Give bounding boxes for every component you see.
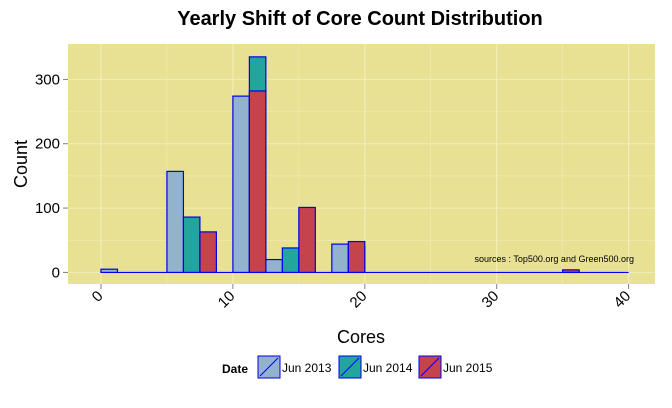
- bars: [100, 56, 580, 274]
- source-annotation: sources : Top500.org and Green500.org: [475, 254, 634, 264]
- legend-label: Jun 2014: [363, 361, 413, 375]
- x-tick-label: 30: [479, 288, 503, 312]
- x-tick-label: 10: [215, 288, 239, 312]
- bar-series-1: [265, 258, 283, 274]
- x-tick-label: 40: [610, 288, 634, 312]
- y-tick-label: 100: [35, 200, 60, 217]
- bar-series-3: [298, 206, 316, 274]
- legend-key-slash: [420, 357, 440, 377]
- bar-series-2: [281, 247, 300, 274]
- x-axis: 0 10 20 30 40: [89, 284, 634, 312]
- legend-label: Jun 2015: [443, 361, 493, 375]
- bar-series-3: [562, 269, 580, 274]
- bar-series-3: [199, 231, 217, 274]
- legend-key-slash: [259, 357, 279, 377]
- bar-series-1: [100, 268, 119, 274]
- legend-label: Jun 2013: [282, 361, 332, 375]
- y-tick-label: 300: [35, 71, 60, 88]
- bar-series-3: [347, 240, 366, 274]
- legend: Date Jun 2013 Jun 2014 Jun 2015: [222, 355, 493, 379]
- bar-series-1: [232, 95, 250, 274]
- bar-series-1: [331, 243, 349, 274]
- y-axis-title: Count: [11, 140, 31, 188]
- x-tick-label: 0: [89, 288, 107, 306]
- x-axis-title: Cores: [337, 327, 385, 347]
- chart-title: Yearly Shift of Core Count Distribution: [177, 8, 543, 30]
- bar-series-1: [166, 170, 185, 274]
- legend-title: Date: [222, 362, 248, 376]
- y-axis: 0 100 200 300: [35, 71, 68, 281]
- bar-series-3: [248, 90, 267, 274]
- x-tick-label: 20: [347, 288, 371, 312]
- legend-key-slash: [340, 357, 360, 377]
- bar-series-2: [182, 216, 201, 274]
- y-tick-label: 200: [35, 136, 60, 153]
- y-tick-label: 0: [52, 264, 60, 281]
